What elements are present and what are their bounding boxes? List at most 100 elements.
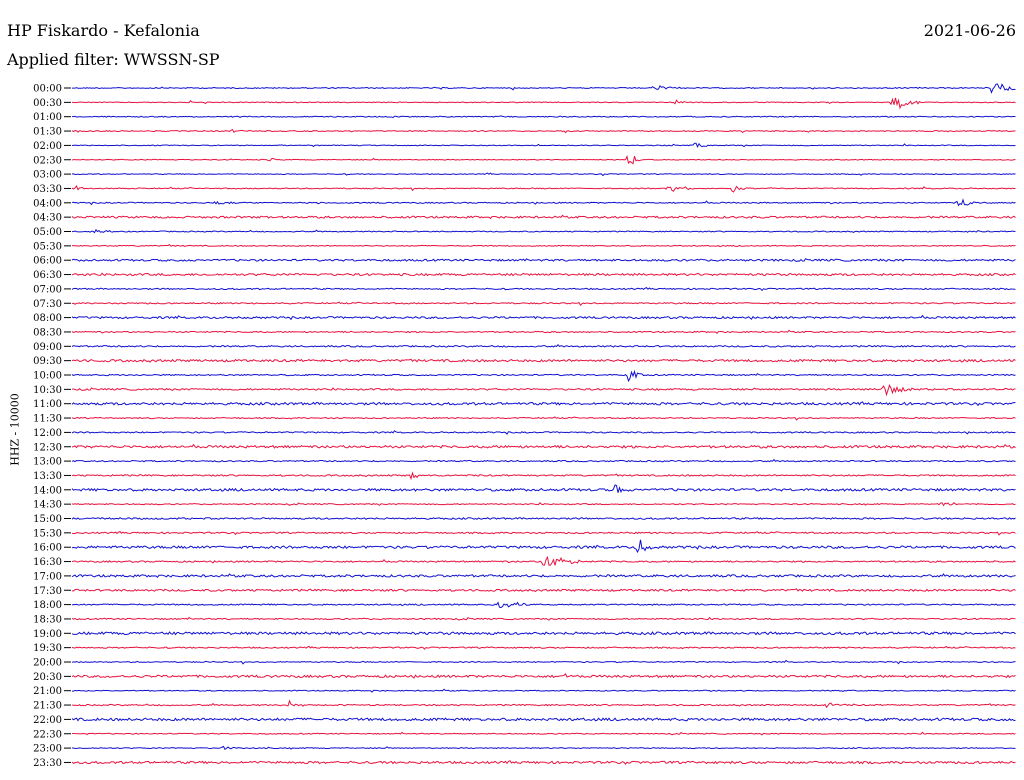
trace-1130 bbox=[71, 416, 1016, 421]
row-label-2230: 22:30 bbox=[33, 729, 62, 740]
row-label-1730: 17:30 bbox=[33, 586, 62, 597]
trace-0630 bbox=[71, 272, 1016, 277]
row-label-2300: 23:00 bbox=[33, 744, 62, 755]
trace-0130 bbox=[71, 128, 1016, 134]
trace-1630 bbox=[71, 555, 1016, 566]
trace-1900 bbox=[71, 631, 1016, 636]
row-label-2000: 20:00 bbox=[33, 658, 62, 669]
trace-0830 bbox=[71, 329, 1016, 335]
trace-0430 bbox=[71, 214, 1016, 220]
row-label-2100: 21:00 bbox=[33, 686, 62, 697]
row-label-2330: 23:30 bbox=[33, 758, 62, 769]
row-label-1430: 14:30 bbox=[33, 500, 62, 511]
trace-2200 bbox=[71, 717, 1016, 722]
trace-1230 bbox=[71, 443, 1016, 449]
trace-2230 bbox=[71, 731, 1016, 736]
row-label-0830: 08:30 bbox=[33, 327, 62, 338]
trace-1730 bbox=[71, 588, 1016, 593]
trace-0800 bbox=[71, 314, 1016, 321]
trace-0400 bbox=[71, 198, 1016, 207]
trace-1000 bbox=[71, 369, 1016, 383]
row-label-1900: 19:00 bbox=[33, 629, 62, 640]
row-label-0230: 02:30 bbox=[33, 155, 62, 166]
trace-0600 bbox=[71, 258, 1016, 262]
trace-2330 bbox=[71, 760, 1016, 765]
row-label-0300: 03:00 bbox=[33, 170, 62, 181]
row-label-0430: 04:30 bbox=[33, 213, 62, 224]
trace-2030 bbox=[71, 672, 1016, 679]
row-label-1400: 14:00 bbox=[33, 485, 62, 496]
trace-1530 bbox=[71, 530, 1016, 536]
trace-0030 bbox=[71, 97, 1016, 110]
trace-1400 bbox=[71, 484, 1016, 493]
row-label-1800: 18:00 bbox=[33, 600, 62, 611]
station-title: HP Fiskardo - Kefalonia bbox=[7, 21, 200, 40]
row-label-0630: 06:30 bbox=[33, 270, 62, 281]
row-label-1830: 18:30 bbox=[33, 614, 62, 625]
trace-1330 bbox=[71, 471, 1016, 481]
row-label-0200: 02:00 bbox=[33, 141, 62, 152]
trace-0530 bbox=[71, 244, 1016, 248]
row-label-0730: 07:30 bbox=[33, 299, 62, 310]
row-label-1530: 15:30 bbox=[33, 528, 62, 539]
row-label-0000: 00:00 bbox=[33, 84, 62, 95]
row-label-0500: 05:00 bbox=[33, 227, 62, 238]
row-label-0400: 04:00 bbox=[33, 198, 62, 209]
row-label-1000: 10:00 bbox=[33, 371, 62, 382]
trace-0300 bbox=[71, 172, 1016, 177]
row-label-1230: 12:30 bbox=[33, 442, 62, 453]
trace-1700 bbox=[71, 573, 1016, 579]
trace-0900 bbox=[71, 344, 1016, 348]
row-label-0800: 08:00 bbox=[33, 313, 62, 324]
row-label-2200: 22:00 bbox=[33, 715, 62, 726]
trace-0100 bbox=[71, 115, 1016, 119]
row-label-1130: 11:30 bbox=[33, 414, 62, 425]
row-label-0030: 00:30 bbox=[33, 98, 62, 109]
row-label-1600: 16:00 bbox=[33, 543, 62, 554]
row-label-0330: 03:30 bbox=[33, 184, 62, 195]
trace-0000 bbox=[71, 83, 1016, 94]
row-label-0530: 05:30 bbox=[33, 241, 62, 252]
trace-2100 bbox=[71, 688, 1016, 693]
trace-0230 bbox=[71, 155, 1016, 165]
trace-1300 bbox=[71, 458, 1016, 463]
trace-1800 bbox=[71, 601, 1016, 609]
trace-0700 bbox=[71, 287, 1016, 292]
trace-1200 bbox=[71, 430, 1016, 435]
row-label-1330: 13:30 bbox=[33, 471, 62, 482]
trace-1430 bbox=[71, 502, 1016, 507]
trace-0200 bbox=[71, 142, 1016, 148]
trace-1500 bbox=[71, 517, 1016, 520]
row-label-1300: 13:00 bbox=[33, 457, 62, 468]
row-label-1200: 12:00 bbox=[33, 428, 62, 439]
row-label-0900: 09:00 bbox=[33, 342, 62, 353]
row-label-1630: 16:30 bbox=[33, 557, 62, 568]
filter-label: Applied filter: WWSSN-SP bbox=[7, 50, 220, 69]
row-label-0700: 07:00 bbox=[33, 284, 62, 295]
date-label: 2021-06-26 bbox=[923, 21, 1016, 40]
trace-1930 bbox=[71, 645, 1016, 650]
row-label-1930: 19:30 bbox=[33, 643, 62, 654]
trace-2130 bbox=[71, 699, 1016, 709]
row-label-1100: 11:00 bbox=[33, 399, 62, 410]
trace-0330 bbox=[71, 185, 1016, 193]
row-label-0100: 01:00 bbox=[33, 112, 62, 123]
row-label-1030: 10:30 bbox=[33, 385, 62, 396]
row-label-0130: 01:30 bbox=[33, 127, 62, 138]
trace-0730 bbox=[71, 301, 1016, 307]
trace-2000 bbox=[71, 659, 1016, 665]
trace-0500 bbox=[71, 228, 1016, 234]
row-label-2030: 20:30 bbox=[33, 672, 62, 683]
row-label-0930: 09:30 bbox=[33, 356, 62, 367]
row-label-1700: 17:00 bbox=[33, 571, 62, 582]
trace-1600 bbox=[71, 539, 1016, 554]
trace-0930 bbox=[71, 358, 1016, 363]
trace-1100 bbox=[71, 401, 1016, 407]
row-label-2130: 21:30 bbox=[33, 701, 62, 712]
trace-1830 bbox=[71, 616, 1016, 621]
row-label-1500: 15:00 bbox=[33, 514, 62, 525]
trace-2300 bbox=[71, 745, 1016, 751]
trace-1030 bbox=[71, 383, 1016, 397]
row-label-0600: 06:00 bbox=[33, 256, 62, 267]
